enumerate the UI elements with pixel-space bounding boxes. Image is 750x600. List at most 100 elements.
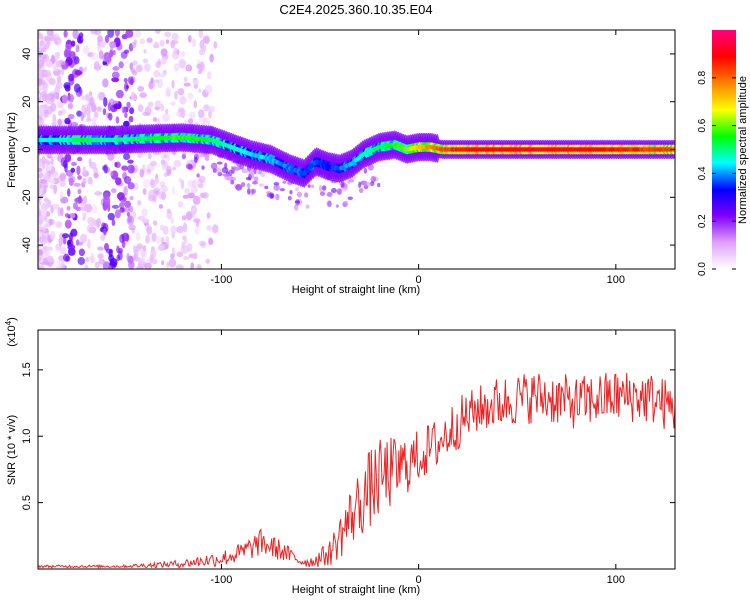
noise-cell — [137, 200, 142, 206]
noise-cell — [96, 106, 102, 112]
noise-cell — [38, 56, 43, 65]
noise-cell — [108, 264, 112, 269]
noise-cell — [82, 177, 87, 185]
noise-cell — [61, 94, 68, 104]
noise-cell — [52, 203, 60, 210]
noise-cell — [142, 245, 147, 252]
noise-cell — [55, 264, 64, 269]
noise-cell — [97, 35, 103, 43]
snr-multiplier: (x104) — [4, 317, 18, 347]
noise-cell — [75, 196, 83, 204]
noise-cell — [193, 252, 198, 260]
noise-cell — [123, 153, 131, 161]
noise-cell — [172, 166, 177, 171]
noise-cell — [153, 79, 160, 84]
noise-cell — [104, 34, 110, 44]
spectrogram-y-label: Frequency (Hz) — [6, 112, 18, 188]
noise-cell — [160, 159, 166, 165]
noise-cell — [196, 264, 202, 269]
noise-cell — [319, 191, 326, 196]
noise-cell — [310, 184, 315, 189]
noise-cell — [182, 235, 187, 241]
noise-cell — [84, 203, 93, 213]
colorbar: 0.0 0.2 0.4 0.6 0.8 Normalized spectral ampl… — [697, 30, 749, 276]
noise-cell — [192, 79, 199, 85]
snr-x-label: Height of straight line (km) — [292, 584, 420, 596]
noise-cell — [82, 46, 90, 55]
noise-cell — [98, 256, 103, 267]
noise-cell — [64, 219, 72, 229]
noise-cell — [166, 208, 171, 214]
noise-cell — [126, 211, 131, 217]
noise-cell — [252, 180, 258, 185]
noise-cell — [64, 43, 73, 50]
noise-cell — [282, 180, 287, 184]
y-tick-label: 20 — [21, 96, 33, 108]
noise-cell — [335, 204, 339, 208]
noise-cell — [128, 115, 134, 123]
noise-cell — [49, 218, 53, 226]
noise-cell — [150, 160, 157, 167]
noise-cell — [203, 104, 210, 112]
noise-cell — [190, 204, 198, 215]
noise-cell — [146, 225, 153, 235]
noise-cell — [52, 65, 59, 72]
noise-cell — [127, 215, 133, 224]
noise-cell — [363, 181, 371, 187]
noise-cell — [160, 103, 165, 112]
noise-cell — [341, 186, 349, 192]
noise-cell — [50, 156, 54, 166]
noise-cell — [133, 249, 139, 259]
noise-cell — [193, 156, 198, 163]
noise-cell — [367, 163, 374, 171]
noise-cell — [107, 30, 115, 38]
spectrogram-x-ticks: -100 0 100 — [210, 30, 625, 286]
noise-cell — [80, 233, 88, 244]
noise-cell — [51, 121, 57, 127]
noise-cell — [38, 255, 42, 262]
noise-cell — [125, 30, 134, 38]
noise-cell — [187, 92, 194, 100]
noise-cell — [183, 82, 191, 87]
noise-cell — [74, 70, 83, 76]
chart-title: C2E4.2025.360.10.35.E04 — [279, 2, 432, 17]
noise-cell — [177, 88, 185, 96]
noise-cell — [170, 217, 174, 224]
noise-cell — [70, 122, 79, 127]
noise-cell — [63, 49, 70, 58]
noise-cell — [111, 71, 120, 79]
noise-cell — [207, 71, 212, 80]
noise-cell — [171, 247, 175, 253]
noise-cell — [67, 244, 76, 251]
noise-cell — [102, 108, 107, 116]
colorbar-scale — [712, 30, 736, 269]
noise-cell — [66, 205, 71, 211]
noise-cell — [112, 66, 120, 71]
noise-cell — [87, 176, 93, 185]
noise-cell — [77, 188, 82, 195]
noise-cell — [318, 184, 323, 192]
noise-cell — [64, 84, 71, 92]
noise-cell — [143, 49, 147, 54]
noise-cell — [92, 203, 98, 214]
noise-cell — [296, 191, 303, 198]
noise-cell — [96, 217, 102, 228]
noise-cell — [102, 78, 109, 88]
noise-cell — [103, 195, 111, 206]
noise-cell — [77, 175, 82, 180]
noise-cell — [259, 183, 264, 187]
noise-cell — [38, 157, 42, 163]
noise-cell — [264, 185, 269, 190]
noise-cell — [66, 188, 71, 197]
noise-cell — [121, 165, 129, 171]
noise-cell — [107, 212, 115, 221]
noise-cell — [154, 177, 158, 185]
noise-cell — [102, 52, 110, 63]
noise-cell — [90, 30, 98, 35]
noise-cell — [110, 188, 117, 194]
noise-cell — [144, 262, 152, 269]
noise-cell — [178, 58, 186, 69]
noise-cell — [84, 264, 89, 269]
noise-cell — [166, 261, 170, 268]
